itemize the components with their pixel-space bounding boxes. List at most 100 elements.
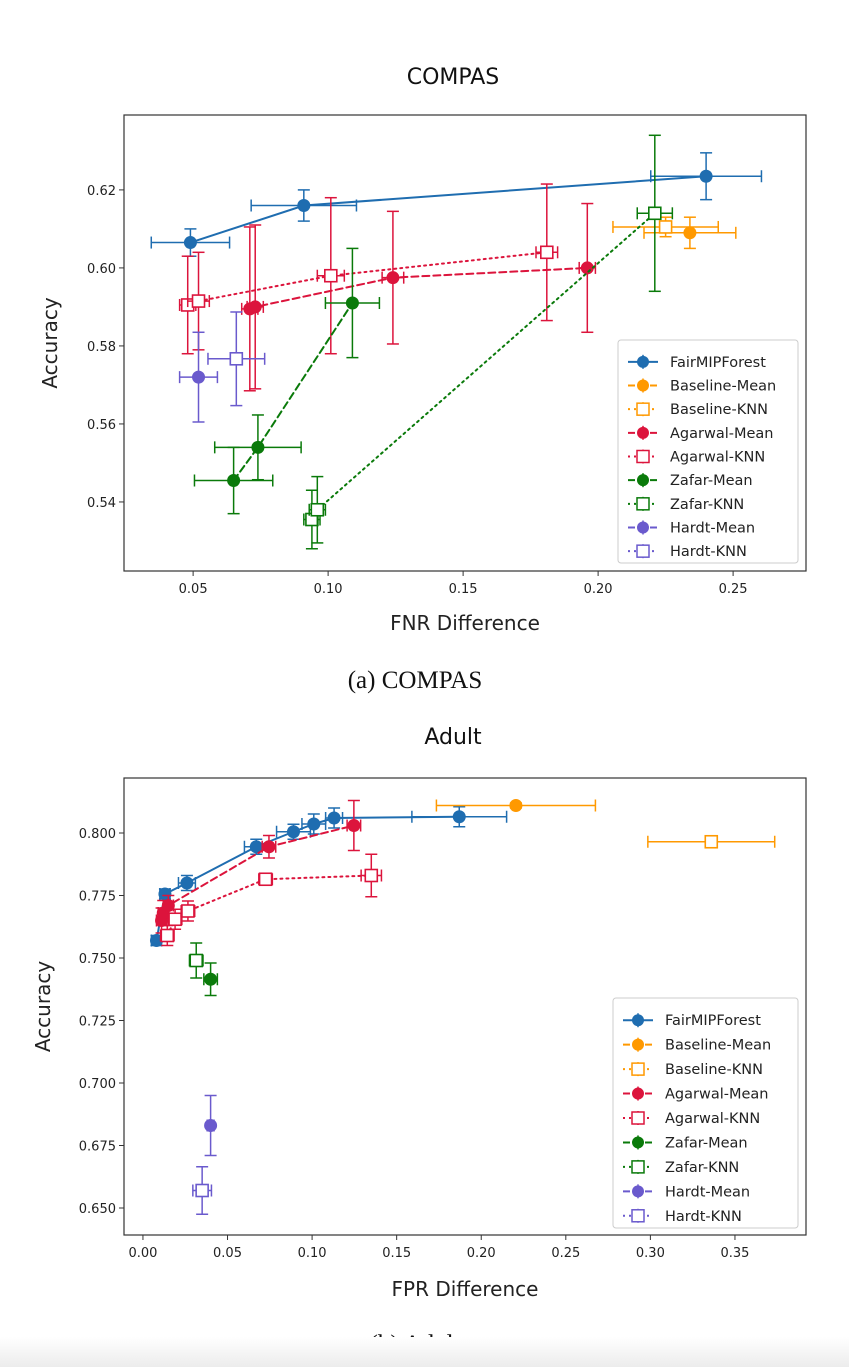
legend: FairMIPForest Baseline-Mean Baseline-KNN Ag… [612,997,799,1229]
y-tick-label: 0.725 [79,1015,116,1030]
chart-compas: 0.05 0.10 0.15 0.20 0.25 0.54 0.56 0.58 0.60 0.62… [38,114,807,635]
legend-label: Zafar-Mean [665,1135,748,1151]
series-zafar-knn [303,134,674,550]
legend-marker [637,521,649,534]
x-tick-label: 0.05 [213,1246,242,1261]
data-point [704,834,719,849]
y-tick-label: 0.58 [87,340,116,355]
legend-item: Baseline-Mean [623,1037,771,1054]
legend-frame [617,339,799,564]
legend-item: Baseline-Mean [628,378,776,395]
series-hardt-knn [192,1166,213,1215]
y-tick-label: 0.675 [79,1140,116,1155]
legend-item: FairMIPForest [628,354,766,371]
legend-item: Zafar-KNN [628,496,744,513]
legend-marker [636,544,650,558]
series-fairmipforest [149,806,508,947]
legend-item: Hardt-Mean [628,520,755,537]
legend-label: Baseline-KNN [670,402,768,418]
legend-marker [637,379,649,392]
caption-a: (a) COMPAS [347,667,483,694]
chart-b-title: Adult [424,725,482,750]
series-agarwal-mean [155,799,362,934]
data-point [160,928,175,943]
y-tick-label: 0.54 [87,496,116,511]
x-axis-label: FNR Difference [390,611,540,635]
y-tick-label: 0.56 [87,418,116,433]
data-point [191,294,206,308]
legend-marker [631,1062,645,1076]
data-point [324,268,338,283]
legend-marker [636,449,650,464]
series-zafar-mean [193,247,381,515]
x-axis-label: FPR Difference [392,1277,539,1301]
data-point [227,474,241,488]
data-point [262,840,276,854]
chart-adult: 0.00 0.05 0.10 0.15 0.20 0.25 0.30 0.35 0.650 0.6… [31,777,807,1301]
legend-marker [636,497,650,511]
legend-item: Zafar-KNN [623,1159,739,1176]
series-hardt-knn [207,311,266,407]
y-axis-label: Accuracy [38,297,62,388]
data-point [192,370,206,384]
x-tick-label: 0.25 [551,1246,580,1261]
data-point [204,972,218,986]
data-point [345,296,359,310]
plot-frame [123,114,807,572]
data-point [580,261,594,275]
legend-label: FairMIPForest [670,355,766,371]
legend-marker [631,1160,645,1174]
data-point [258,872,273,887]
series-hardt-mean [204,1094,218,1157]
data-point [364,868,379,883]
legend-item: FairMIPForest [623,1013,761,1029]
series-zafar-mean [203,962,219,997]
chart-a-title: COMPAS [406,65,500,90]
data-point [181,904,195,918]
data-point [386,271,400,285]
y-tick-label: 0.750 [79,952,116,967]
legend-label: Baseline-Mean [670,379,776,395]
data-point [509,799,523,812]
data-point [452,810,466,824]
data-point [195,1183,209,1198]
legend-marker [632,1185,644,1198]
legend-label: Zafar-KNN [665,1160,739,1176]
legend-marker [632,1014,644,1027]
legend-item: Hardt-KNN [623,1208,742,1225]
data-point [658,220,673,234]
y-tick-label: 0.700 [79,1077,116,1092]
x-tick-label: 0.10 [314,582,343,597]
x-tick-label: 0.10 [298,1246,327,1261]
data-point [327,811,341,825]
x-tick-label: 0.20 [467,1246,496,1261]
series-zafar-knn [188,942,204,979]
legend-label: Hardt-KNN [665,1209,742,1225]
plot-frame [123,777,807,1236]
x-tick-label: 0.15 [449,582,478,597]
data-point [699,169,713,183]
legend-marker [632,1136,644,1149]
legend-marker [637,426,649,439]
data-point [683,226,697,240]
y-tick-label: 0.775 [79,890,116,905]
legend-item: Agarwal-KNN [623,1111,760,1127]
legend-label: Zafar-Mean [670,473,753,489]
data-point [310,502,325,517]
legend-marker [632,1038,644,1051]
x-tick-label: 0.00 [128,1246,157,1261]
series-line [232,302,354,482]
legend-label: Baseline-Mean [665,1038,771,1054]
data-point [204,1119,218,1132]
legend-marker [632,1087,644,1100]
legend-item: Agarwal-Mean [628,425,773,442]
data-point [149,934,163,947]
series-fairmipforest [150,152,763,257]
data-point [251,440,265,454]
data-point [168,912,182,927]
x-tick-label: 0.35 [720,1246,749,1261]
legend-label: Zafar-KNN [670,497,744,513]
y-axis-label: Accuracy [31,961,55,1052]
legend-item: Baseline-KNN [628,402,768,418]
series-baseline-mean [435,799,597,812]
